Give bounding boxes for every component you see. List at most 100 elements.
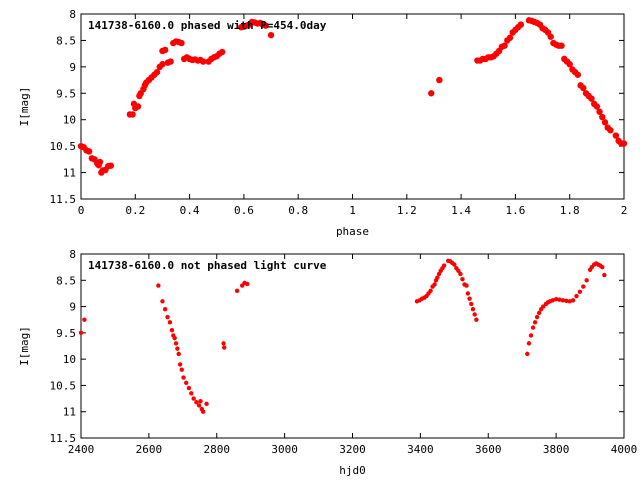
- data-point: [501, 42, 508, 49]
- data-point: [599, 113, 606, 121]
- x-tick-label: 1.6: [505, 204, 525, 217]
- unphased-light-curve-panel: 2400 2600 2800 3000 3200 3400 3600 3800 4000 8 8.5…: [18, 248, 637, 477]
- x-axis-label: phase: [336, 225, 369, 238]
- y-tick-label: 11.5: [50, 432, 77, 445]
- data-point: [162, 307, 168, 312]
- x-tick-label: 0.8: [288, 204, 308, 217]
- data-point: [467, 296, 472, 301]
- y-tick-label: 8: [69, 248, 76, 261]
- data-point: [165, 314, 170, 320]
- y-tick-label: 11: [63, 167, 76, 180]
- x-tick-label: 0: [78, 204, 85, 217]
- x-tick-label: 0.6: [234, 204, 254, 217]
- y-axis-label: I[mag]: [18, 326, 31, 366]
- data-point: [469, 301, 474, 307]
- data-point: [600, 264, 605, 270]
- data-point: [564, 298, 569, 303]
- data-point: [525, 351, 530, 357]
- x-tick-label: 1.4: [451, 204, 471, 217]
- data-point: [584, 278, 589, 283]
- data-point: [607, 127, 614, 134]
- data-point: [465, 291, 471, 296]
- y-tick-label: 10: [63, 114, 76, 127]
- data-point: [456, 268, 461, 274]
- data-point: [560, 298, 566, 303]
- data-point: [176, 351, 181, 357]
- data-point: [428, 288, 433, 293]
- y-tick-label: 8: [69, 8, 76, 21]
- data-point: [553, 297, 559, 302]
- data-point: [156, 283, 161, 288]
- data-point: [550, 298, 555, 303]
- y-tick-label: 11: [63, 406, 76, 419]
- data-point: [547, 33, 554, 40]
- y-axis-label: I[mag]: [18, 87, 31, 127]
- data-point: [191, 396, 196, 401]
- data-point: [107, 162, 115, 169]
- data-point: [161, 46, 169, 54]
- data-point: [160, 299, 165, 304]
- data-point: [577, 289, 583, 295]
- data-point: [172, 335, 177, 341]
- data-point: [169, 328, 175, 333]
- data-point: [129, 111, 136, 118]
- x-tick-label: 0.4: [180, 204, 200, 217]
- data-point: [428, 90, 435, 97]
- data-point: [460, 277, 465, 282]
- data-point: [153, 68, 161, 76]
- data-point: [173, 341, 179, 346]
- data-point: [178, 39, 185, 47]
- x-tick-label: 3800: [543, 443, 570, 456]
- data-point: [179, 367, 184, 372]
- y-tick-label: 11.5: [50, 193, 77, 206]
- data-point: [557, 297, 562, 302]
- data-point: [528, 333, 534, 338]
- data-point: [167, 320, 173, 325]
- x-tick-label: 2600: [136, 443, 163, 456]
- x-tick-label: 0.2: [125, 204, 145, 217]
- data-point: [96, 158, 104, 166]
- x-tick-label: 2800: [204, 443, 231, 456]
- data-point: [441, 263, 447, 268]
- data-point: [200, 409, 206, 414]
- data-point: [167, 58, 174, 65]
- data-point: [458, 271, 463, 277]
- data-point: [612, 132, 620, 139]
- data-point: [204, 401, 209, 407]
- y-tick-label: 9: [69, 301, 76, 314]
- data-point: [245, 281, 250, 287]
- x-tick-label: 2400: [68, 443, 95, 456]
- chart-title: 141738-6160.0 not phased light curve: [88, 259, 327, 272]
- data-point: [620, 140, 628, 147]
- y-tick-label: 9.5: [56, 327, 76, 340]
- x-tick-label: 3200: [339, 443, 366, 456]
- data-point: [532, 320, 538, 325]
- data-point: [82, 317, 87, 322]
- x-tick-label: 3400: [407, 443, 434, 456]
- data-point: [177, 362, 183, 367]
- data-point: [567, 299, 572, 304]
- plot-frame: [80, 13, 625, 200]
- data-point: [85, 148, 93, 155]
- y-tick-label: 9.5: [56, 87, 76, 100]
- y-tick-label: 10.5: [50, 379, 77, 392]
- data-point: [530, 325, 536, 330]
- data-point: [581, 284, 586, 289]
- data-point: [194, 400, 199, 405]
- data-point: [536, 310, 542, 316]
- data-point: [596, 108, 603, 115]
- data-point: [222, 345, 227, 350]
- data-point: [534, 314, 540, 320]
- y-tick-label: 9: [69, 61, 76, 74]
- y-tick-label: 8.5: [56, 274, 76, 287]
- data-point: [602, 272, 607, 278]
- data-points: [77, 17, 628, 176]
- data-point: [234, 288, 240, 293]
- data-point: [186, 385, 192, 391]
- data-point: [198, 399, 203, 404]
- y-tick-label: 8.5: [56, 34, 76, 47]
- data-point: [432, 282, 437, 287]
- y-tick-label: 10.5: [50, 140, 77, 153]
